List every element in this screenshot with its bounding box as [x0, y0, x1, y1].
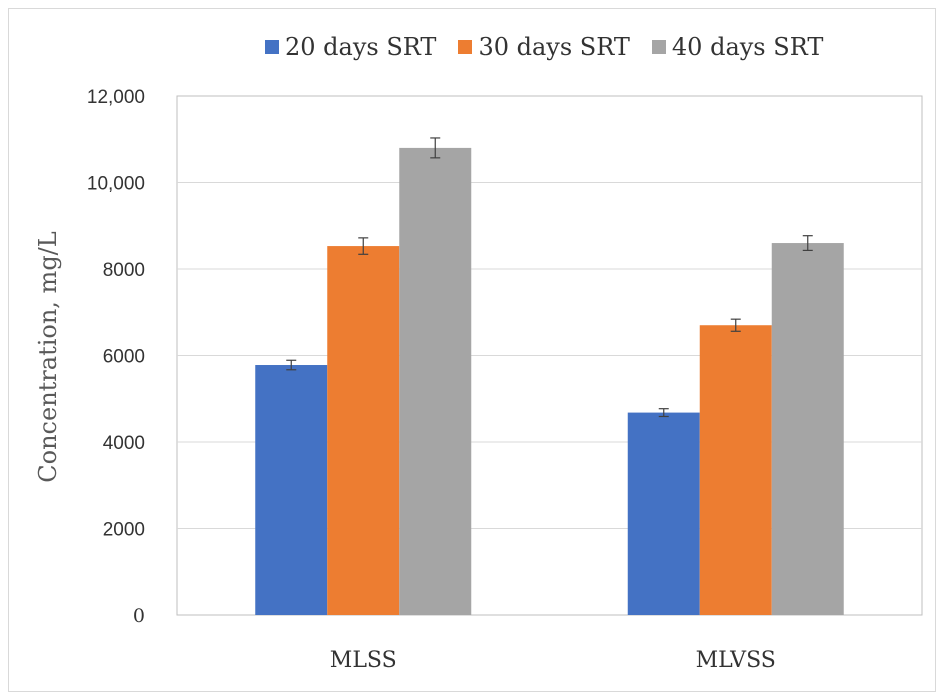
- y-axis-label: Concentration, mg/L: [34, 231, 62, 482]
- y-tick-label: 12,000: [87, 87, 145, 108]
- legend-item-30-days: 30 days SRT: [458, 33, 630, 61]
- y-tick-label: 0: [133, 605, 145, 627]
- y-tick-label: 10,000: [87, 174, 145, 195]
- x-tick-label: MLSS: [330, 648, 397, 673]
- y-tick-label: 6000: [103, 347, 145, 368]
- legend-item-20-days: 20 days SRT: [265, 33, 436, 61]
- bar: [327, 246, 400, 615]
- legend-swatch-30-days: [458, 40, 473, 54]
- y-tick-label: 2000: [103, 520, 145, 541]
- bar: [399, 147, 472, 615]
- bar: [771, 243, 844, 616]
- legend-swatch-40-days: [651, 40, 666, 54]
- legend: 20 days SRT 30 days SRT 40 days SRT: [265, 32, 823, 62]
- bar: [627, 412, 700, 615]
- bar: [255, 365, 328, 615]
- x-tick-label: MLVSS: [696, 648, 776, 673]
- bar: [699, 325, 772, 615]
- legend-label-30-days: 30 days SRT: [478, 33, 630, 61]
- legend-label-20-days: 20 days SRT: [285, 33, 437, 61]
- legend-item-40-days: 40 days SRT: [651, 33, 824, 61]
- legend-swatch-20-days: [265, 40, 279, 54]
- legend-label-40-days: 40 days SRT: [671, 33, 824, 61]
- y-tick-label: 8000: [103, 260, 145, 281]
- y-tick-label: 4000: [103, 433, 145, 454]
